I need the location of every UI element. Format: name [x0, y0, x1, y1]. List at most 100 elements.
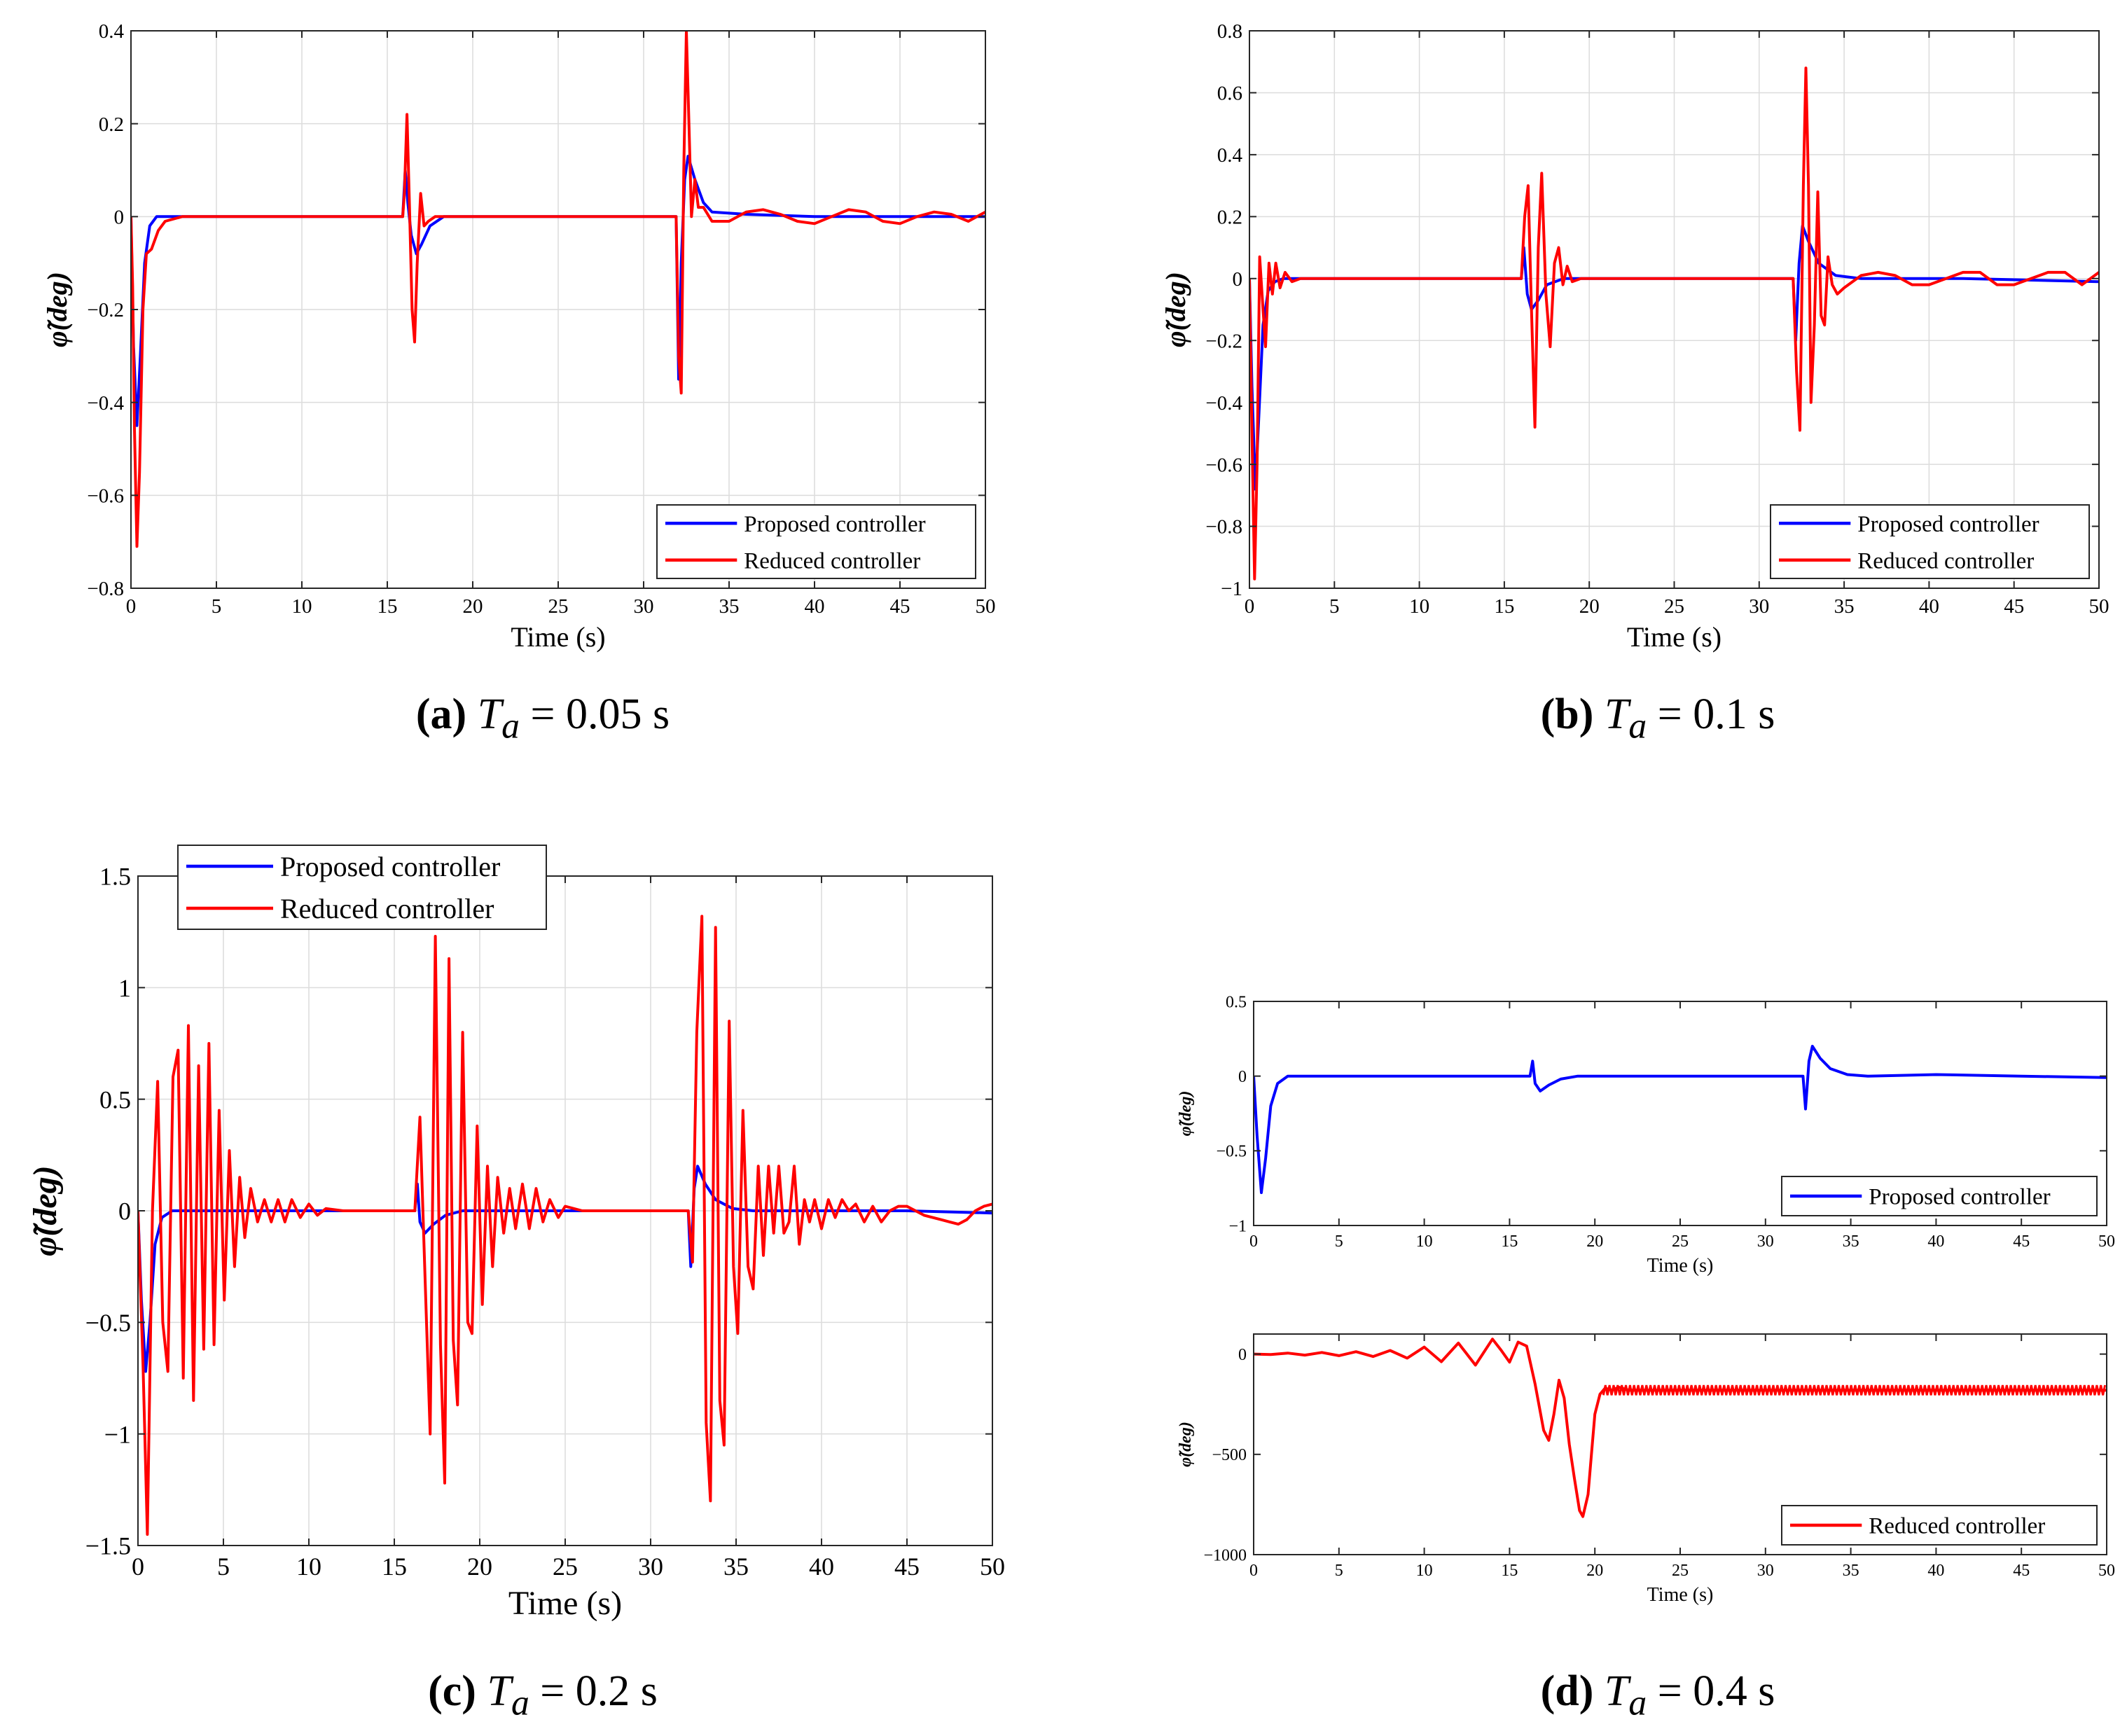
y-tick-label: −0.5: [85, 1309, 131, 1337]
x-tick-label: 35: [719, 595, 740, 618]
x-tick-label: 15: [382, 1553, 407, 1581]
x-tick-label: 15: [1494, 595, 1514, 618]
x-tick-label: 35: [723, 1553, 749, 1581]
x-tick-label: 0: [1245, 595, 1255, 618]
y-tick-label: 0.2: [1217, 206, 1242, 228]
x-axis-label: Time (s): [508, 1585, 622, 1622]
x-tick-label: 5: [217, 1553, 230, 1581]
series-line-proposed-controller: [1254, 1045, 2107, 1195]
legend: Proposed controller Reduced controller: [177, 845, 547, 930]
y-tick-label: −0.2: [87, 299, 124, 321]
legend-label: Reduced controller: [1857, 548, 2034, 574]
x-tick-label: 45: [894, 1553, 920, 1581]
y-tick-label: 0.6: [1217, 83, 1242, 105]
y-tick-label: −0.8: [87, 578, 124, 600]
x-tick-label: 10: [292, 595, 312, 618]
legend-label: Reduced controller: [744, 548, 920, 574]
x-axis-label: Time (s): [1647, 1584, 1714, 1606]
legend: Proposed controller Reduced controller: [656, 504, 976, 579]
y-tick-label: −1: [1221, 578, 1242, 600]
x-tick-label: 20: [463, 595, 483, 618]
caption-a: (a) Ta = 0.05 s: [415, 690, 670, 747]
x-tick-label: 10: [1416, 1232, 1433, 1251]
x-tick-label: 20: [1586, 1562, 1603, 1580]
chart-d-bottom: 0 5 10 15 20 25 30 35 40 45 50 −1000 −500 0 Time (s) φ̃…: [1177, 1333, 2115, 1606]
x-axis-label: Time (s): [1647, 1255, 1714, 1277]
legend-label: Proposed controller: [744, 512, 925, 537]
x-tick-label: 30: [1749, 595, 1769, 618]
caption-d: (d) Ta = 0.4 s: [1540, 1667, 1775, 1723]
x-tick-label: 15: [1501, 1562, 1518, 1580]
chart-a: 0 5 10 15 20 25 30 35 40 45 50 −0.8 −0.6 −0.4 −0.2 0 0.2…: [41, 20, 996, 653]
x-tick-label: 40: [805, 595, 825, 618]
y-tick-label: −500: [1212, 1446, 1247, 1464]
caption-b: (b) Ta = 0.1 s: [1540, 690, 1775, 747]
x-tick-label: 20: [1579, 595, 1600, 618]
x-tick-label: 5: [212, 595, 222, 618]
x-tick-label: 20: [1586, 1232, 1603, 1251]
y-tick-label: 0: [118, 1197, 131, 1225]
x-tick-label: 5: [1329, 595, 1340, 618]
x-tick-label: 15: [377, 595, 398, 618]
legend-label: Proposed controller: [1869, 1185, 2050, 1210]
legend-label: Proposed controller: [1857, 512, 2039, 537]
y-axis-label: φ̃(deg): [1177, 1422, 1195, 1467]
series-line-reduced-controller: [1254, 1338, 2107, 1518]
x-tick-label: 0: [1249, 1562, 1258, 1580]
x-tick-label: 50: [2089, 595, 2109, 618]
x-tick-label: 40: [1927, 1562, 1944, 1580]
x-tick-label: 25: [1672, 1232, 1689, 1251]
legend-label: Proposed controller: [280, 851, 500, 882]
series-line-reduced-controller: [1249, 67, 2099, 581]
x-axis-label: Time (s): [511, 621, 605, 653]
x-tick-label: 40: [1919, 595, 1939, 618]
y-tick-label: 0.4: [99, 20, 125, 43]
y-tick-label: −0.4: [1205, 392, 1242, 415]
y-tick-label: 0.5: [99, 1085, 131, 1113]
x-tick-label: 10: [1409, 595, 1429, 618]
y-tick-label: −1: [1228, 1217, 1247, 1235]
chart-b: 0 5 10 15 20 25 30 35 40 45 50 −1 −0.8 −0.6 −0.4 −0.2 0 0…: [1160, 20, 2109, 653]
x-tick-label: 30: [634, 595, 654, 618]
chart-c: 0 5 10 15 20 25 30 35 40 45 50 −1.5 −1 −0.5 0 0.5 1 1.5 Ti…: [27, 845, 1005, 1622]
x-axis-label: Time (s): [1627, 621, 1721, 653]
x-tick-label: 45: [2013, 1232, 2030, 1251]
legend: Reduced controller: [1781, 1505, 2098, 1546]
legend-box: [656, 504, 976, 579]
y-tick-label: −1: [104, 1420, 131, 1448]
x-tick-label: 45: [890, 595, 910, 618]
y-tick-label: 0: [114, 206, 125, 228]
x-tick-label: 0: [1249, 1232, 1258, 1251]
chart-d-top: 0 5 10 15 20 25 30 35 40 45 50 −1 −0.5 0 0.5 Time (s) φ̃…: [1177, 993, 2115, 1277]
x-tick-label: 50: [2098, 1562, 2115, 1580]
x-tick-label: 50: [2098, 1232, 2115, 1251]
x-tick-label: 30: [1757, 1562, 1774, 1580]
y-tick-label: −0.6: [1205, 454, 1242, 476]
x-tick-label: 45: [2013, 1562, 2030, 1580]
x-tick-label: 40: [809, 1553, 834, 1581]
y-tick-label: −0.4: [87, 392, 124, 415]
legend-label: Reduced controller: [1869, 1514, 2045, 1539]
x-tick-label: 45: [2004, 595, 2024, 618]
series-line-reduced-controller: [138, 915, 992, 1536]
legend: Proposed controller: [1781, 1176, 2098, 1216]
y-tick-label: 0.5: [1226, 993, 1247, 1011]
caption-c: (c) Ta = 0.2 s: [428, 1667, 658, 1723]
x-tick-label: 25: [1672, 1562, 1689, 1580]
x-tick-label: 50: [976, 595, 996, 618]
y-tick-label: 1: [118, 974, 131, 1002]
series-oscillation-band: [1602, 1384, 2107, 1396]
y-tick-label: 0.4: [1217, 144, 1243, 167]
x-tick-label: 30: [1757, 1232, 1774, 1251]
series-line-proposed-controller: [131, 155, 985, 427]
x-tick-label: 5: [1335, 1562, 1343, 1580]
x-tick-label: 10: [296, 1553, 321, 1581]
legend-label: Reduced controller: [280, 893, 494, 924]
x-tick-label: 40: [1927, 1232, 1944, 1251]
x-tick-label: 20: [467, 1553, 492, 1581]
y-tick-label: 0.2: [99, 113, 124, 136]
legend: Proposed controller Reduced controller: [1770, 504, 2090, 579]
x-tick-label: 0: [132, 1553, 144, 1581]
x-tick-label: 35: [1843, 1232, 1859, 1251]
